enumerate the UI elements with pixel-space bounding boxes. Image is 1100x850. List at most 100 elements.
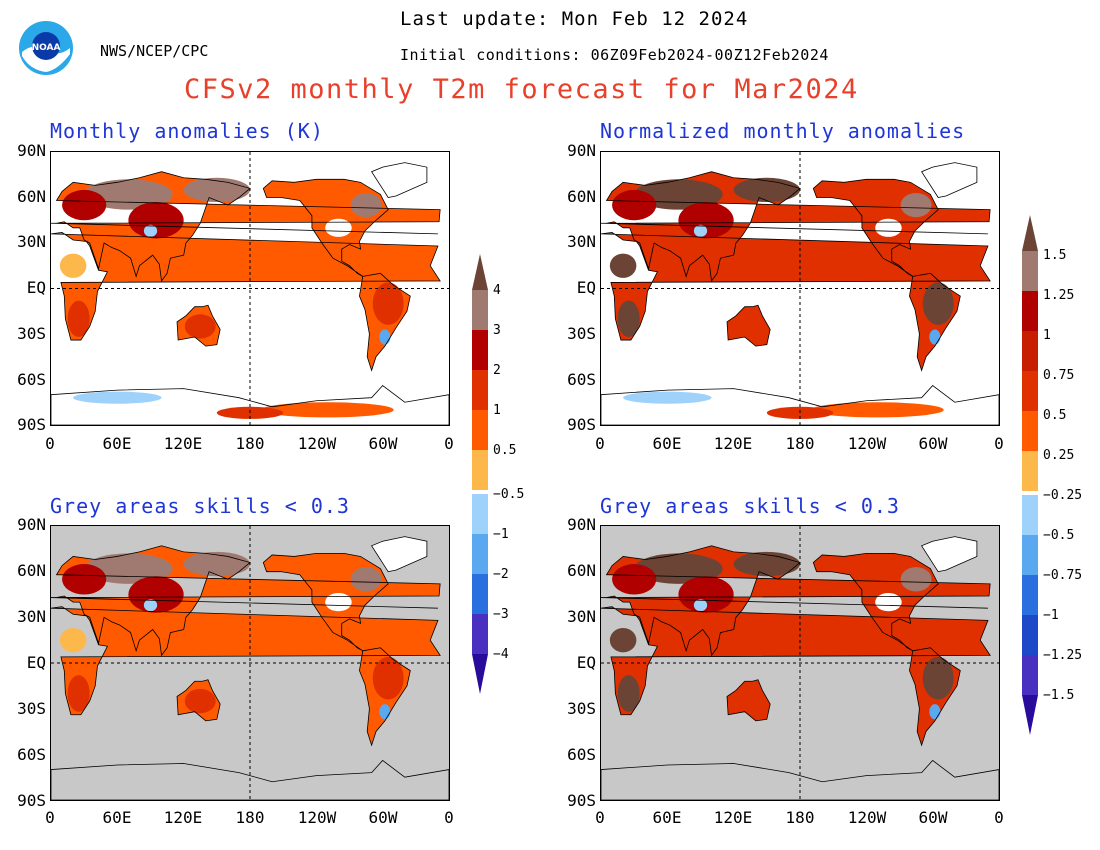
anomaly-blob: [62, 564, 107, 595]
lon-label: 60E: [652, 808, 682, 827]
lat-label: 60S: [567, 745, 596, 764]
lat-label: 60S: [567, 370, 596, 389]
lon-label: 120E: [713, 434, 753, 453]
lat-label: 60S: [17, 370, 46, 389]
lat-label: 90N: [17, 515, 46, 534]
coastline-namerica: [262, 178, 389, 277]
coastline-eurasia: [51, 545, 441, 657]
coastline-australia: [726, 679, 771, 722]
lat-label: 30N: [567, 232, 596, 251]
anomaly-blob: [143, 599, 158, 612]
land-greenland: [921, 536, 977, 572]
lon-label: 120W: [847, 808, 887, 827]
colorbar-label: −2: [493, 567, 509, 582]
lat-label: 60N: [567, 187, 596, 206]
lon-label: 180: [235, 808, 265, 827]
colorbar-label: 0.5: [493, 443, 517, 458]
lat-label: EQ: [26, 653, 46, 672]
anomaly-blob: [67, 675, 90, 712]
lat-label: EQ: [576, 278, 596, 297]
lon-label: 60W: [368, 434, 398, 453]
panel-title-top-right: Normalized monthly anomalies: [600, 119, 966, 143]
lon-label: 120E: [163, 434, 203, 453]
lat-label: 60N: [17, 187, 46, 206]
anomaly-blob: [612, 564, 657, 595]
lat-label: 30N: [17, 607, 46, 626]
coastline-antarctica: [51, 385, 449, 425]
colorbar-label: 3: [493, 323, 501, 338]
colorbar-label: −1: [1043, 608, 1059, 623]
map-anomalies-skill: [51, 526, 449, 800]
svg-text:NOAA: NOAA: [32, 43, 61, 53]
coastline-namerica: [812, 178, 939, 277]
anomaly-blob: [128, 576, 184, 613]
lat-label: 30N: [567, 607, 596, 626]
lon-label: 0: [444, 808, 454, 827]
anomaly-blob: [734, 314, 766, 339]
lat-label: 60N: [567, 561, 596, 580]
anomaly-blob: [609, 627, 637, 653]
colorbar-anomalies: [470, 252, 490, 697]
coastline-antarctica: [601, 385, 999, 425]
coastline-samerica: [909, 647, 961, 747]
anomaly-blob: [678, 576, 734, 613]
main-title: CFSv2 monthly T2m forecast for Mar2024: [184, 74, 859, 105]
coastline-australia: [176, 304, 221, 347]
colorbar-label: 1.5: [1043, 248, 1067, 263]
coastline-africa: [51, 606, 441, 716]
land-greenland: [371, 536, 427, 572]
lon-label: 60W: [368, 808, 398, 827]
anomaly-blob: [59, 627, 87, 653]
coastline-namerica: [812, 552, 939, 652]
anomaly-blob: [617, 300, 640, 338]
lat-label: 60N: [17, 561, 46, 580]
anomaly-blob: [184, 314, 216, 339]
lat-label: 90N: [567, 141, 596, 160]
lon-label: 180: [785, 434, 815, 453]
coastline-africa: [601, 606, 991, 716]
anomaly-blob: [325, 592, 352, 612]
anomaly-blob: [350, 567, 382, 592]
anomaly-blob: [733, 551, 800, 577]
coastline-antarctica: [51, 759, 449, 800]
colorbar-label: −0.75: [1043, 568, 1083, 583]
lat-label: 30S: [567, 324, 596, 343]
lon-label: 60E: [102, 808, 132, 827]
colorbar-label: −1.5: [1043, 688, 1075, 703]
anomaly-blob: [325, 218, 352, 237]
lat-label: 90N: [567, 515, 596, 534]
panel-title-bottom-left: Grey areas skills < 0.3: [50, 494, 350, 518]
map-panel-anomalies: [50, 151, 450, 426]
lon-label: 120E: [713, 808, 753, 827]
anomaly-blob: [372, 656, 404, 700]
lon-label: 0: [994, 808, 1004, 827]
colorbar-normalized: [1020, 213, 1040, 738]
coastline-africa: [51, 231, 441, 341]
anomaly-blob: [922, 656, 954, 700]
anomaly-blob: [379, 704, 391, 720]
map-panel-normalized-skill: [600, 525, 1000, 801]
land-africa: [51, 606, 441, 715]
lon-label: 0: [595, 434, 605, 453]
colorbar-normalized-bar: [1022, 215, 1038, 735]
coastline-africa: [601, 231, 991, 341]
land-greenland: [371, 162, 427, 198]
anomaly-blob: [733, 177, 800, 203]
lat-label: 90N: [17, 141, 46, 160]
anomaly-blob: [693, 224, 708, 237]
anomaly-blob: [811, 402, 944, 418]
anomaly-blob: [617, 675, 640, 712]
lat-label: 30S: [17, 699, 46, 718]
last-update-text: Last update: Mon Feb 12 2024: [400, 8, 749, 30]
lon-label: 120E: [163, 808, 203, 827]
lat-label: EQ: [26, 278, 46, 297]
colorbar-label: 0.25: [1043, 448, 1075, 463]
anomaly-blob: [929, 329, 941, 345]
coastline-greenland: [371, 536, 428, 573]
colorbar-label: 4: [493, 283, 501, 298]
lon-label: 0: [45, 434, 55, 453]
lat-label: 90S: [17, 415, 46, 434]
anomaly-blob: [62, 189, 107, 221]
anomaly-blob: [183, 551, 250, 577]
anomaly-blob: [693, 599, 708, 612]
